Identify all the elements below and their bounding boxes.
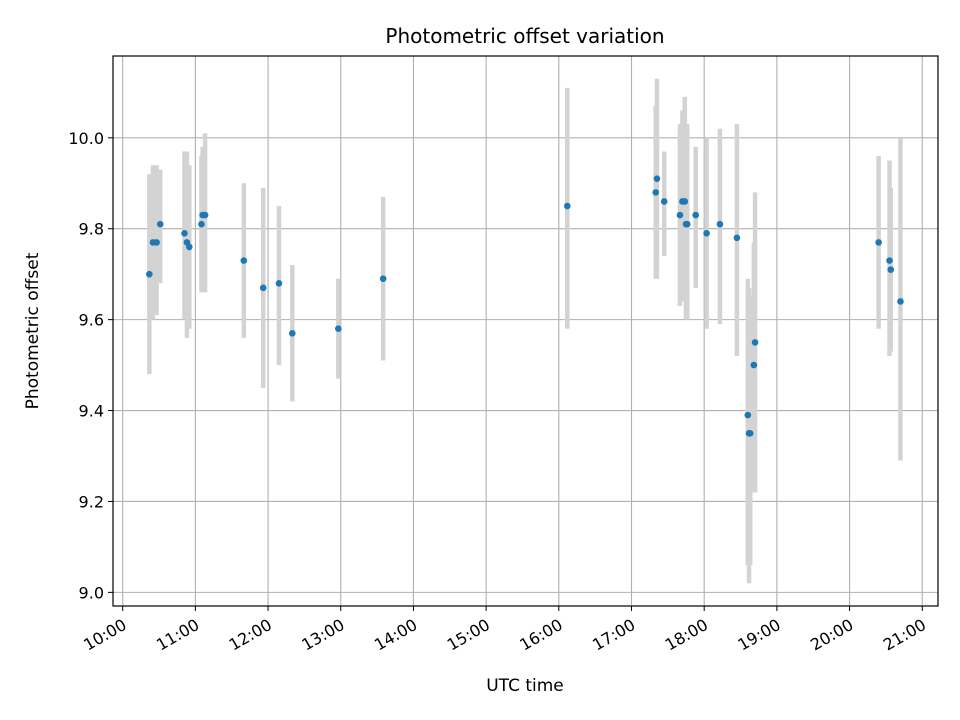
data-point <box>676 211 684 219</box>
data-point <box>153 239 160 246</box>
data-point <box>181 229 188 237</box>
data-point <box>887 266 895 273</box>
data-point <box>156 220 164 228</box>
data-point <box>744 411 752 419</box>
data-point <box>201 211 209 219</box>
y-tick-label: 9.2 <box>79 492 104 511</box>
data-point <box>186 243 193 251</box>
y-tick-label: 10.0 <box>68 129 104 148</box>
y-tick-label: 9.0 <box>79 583 104 602</box>
data-point <box>288 329 296 337</box>
y-tick-label: 9.6 <box>79 311 104 330</box>
chart-title: Photometric offset variation <box>385 24 664 48</box>
plot-frame <box>112 55 939 607</box>
data-point <box>240 257 248 264</box>
y-tick-label: 9.4 <box>79 402 104 421</box>
data-point <box>198 220 205 228</box>
data-point <box>275 279 283 287</box>
data-point <box>681 198 689 205</box>
y-tick-label: 9.8 <box>79 220 104 239</box>
data-point <box>703 229 710 237</box>
data-point <box>660 198 668 205</box>
data-points <box>146 175 904 437</box>
data-point <box>751 339 759 346</box>
x-axis-label: UTC time <box>486 676 564 696</box>
data-point <box>563 202 571 210</box>
data-point <box>746 429 754 437</box>
data-point <box>259 284 267 292</box>
data-point <box>692 211 700 219</box>
data-point <box>716 220 724 228</box>
data-point <box>733 234 741 242</box>
y-axis-ticks: 9.0 9.2 9.4 9.6 9.8 10.0 <box>68 129 113 602</box>
data-point <box>653 175 661 183</box>
data-point <box>683 220 691 228</box>
data-point <box>886 257 893 264</box>
data-point <box>875 239 882 246</box>
data-point <box>146 270 153 278</box>
data-point <box>379 275 387 283</box>
data-point <box>652 189 660 196</box>
grid <box>113 56 938 606</box>
data-point <box>897 298 904 305</box>
data-point <box>750 361 758 369</box>
y-axis-label: Photometric offset <box>23 252 43 409</box>
data-point <box>335 325 342 333</box>
